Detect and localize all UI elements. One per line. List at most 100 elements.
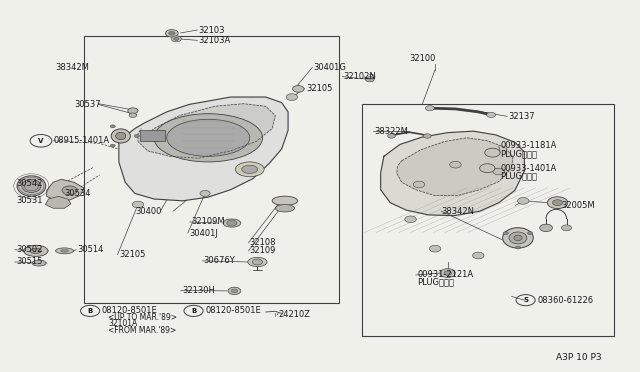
Ellipse shape [24, 245, 48, 256]
Polygon shape [381, 131, 524, 216]
Ellipse shape [509, 232, 527, 244]
Ellipse shape [502, 228, 533, 248]
Circle shape [172, 36, 181, 42]
Polygon shape [119, 97, 288, 201]
Circle shape [479, 164, 495, 173]
Text: 32109M: 32109M [191, 218, 225, 227]
Circle shape [486, 112, 495, 118]
Circle shape [252, 259, 262, 265]
Text: 32101A: 32101A [108, 320, 137, 328]
Text: PLUGプラグ: PLUGプラグ [500, 171, 537, 180]
Polygon shape [45, 196, 71, 208]
Ellipse shape [30, 248, 42, 253]
Bar [362, 105, 614, 336]
Text: <FROM MAR.'89>: <FROM MAR.'89> [108, 326, 176, 335]
Circle shape [450, 161, 461, 168]
Text: 30531: 30531 [16, 196, 42, 205]
Text: 30537: 30537 [74, 100, 100, 109]
Polygon shape [47, 179, 84, 200]
Circle shape [132, 201, 144, 208]
Text: 30515: 30515 [16, 257, 42, 266]
Circle shape [128, 108, 138, 114]
Circle shape [509, 232, 520, 239]
Text: 32102N: 32102N [344, 72, 376, 81]
Text: 32108: 32108 [250, 238, 276, 247]
Circle shape [444, 271, 452, 275]
Text: S: S [523, 297, 528, 303]
Text: B: B [88, 308, 93, 314]
Ellipse shape [61, 250, 68, 252]
Polygon shape [138, 104, 275, 158]
Text: 08915-1401A: 08915-1401A [53, 136, 109, 145]
Ellipse shape [111, 129, 131, 143]
Circle shape [129, 113, 137, 118]
Circle shape [518, 198, 529, 204]
Circle shape [493, 168, 504, 175]
Circle shape [429, 246, 441, 252]
Ellipse shape [272, 196, 298, 205]
Bar [140, 130, 166, 141]
Text: 30400: 30400 [135, 207, 161, 216]
Text: 00931-2121A: 00931-2121A [417, 270, 473, 279]
Text: 32130H: 32130H [182, 286, 215, 295]
Circle shape [134, 135, 140, 137]
Text: 00933-1401A: 00933-1401A [500, 164, 556, 173]
Ellipse shape [56, 248, 74, 254]
Circle shape [169, 32, 175, 35]
Polygon shape [397, 138, 513, 196]
Circle shape [388, 134, 396, 138]
Text: 32109: 32109 [250, 246, 276, 255]
Bar [84, 36, 339, 303]
Text: PLUGプラグ: PLUGプラグ [417, 278, 454, 287]
Circle shape [173, 37, 179, 40]
Text: A3P 10 P3: A3P 10 P3 [556, 353, 602, 362]
Circle shape [166, 30, 178, 37]
Circle shape [228, 287, 241, 295]
Text: PLUGプラグ: PLUGプラグ [500, 149, 537, 158]
Circle shape [110, 144, 115, 147]
Ellipse shape [17, 176, 45, 196]
Ellipse shape [154, 114, 262, 162]
Text: 30676Y: 30676Y [204, 256, 236, 265]
Text: 00933-1181A: 00933-1181A [500, 141, 556, 151]
Ellipse shape [32, 260, 46, 266]
Circle shape [540, 224, 552, 232]
Ellipse shape [248, 257, 267, 267]
Ellipse shape [116, 132, 126, 140]
Text: 32103A: 32103A [198, 36, 231, 45]
Circle shape [426, 106, 435, 111]
Text: 32005M: 32005M [561, 201, 595, 210]
Text: 08360-61226: 08360-61226 [537, 296, 593, 305]
Text: 30502: 30502 [16, 245, 42, 254]
Circle shape [110, 125, 115, 128]
Ellipse shape [167, 119, 250, 156]
Circle shape [503, 232, 508, 235]
Ellipse shape [223, 219, 241, 227]
Ellipse shape [514, 235, 522, 241]
Text: 32105: 32105 [119, 250, 145, 259]
Circle shape [472, 252, 484, 259]
Text: B: B [191, 308, 196, 314]
Text: 38342N: 38342N [442, 207, 474, 216]
Circle shape [405, 216, 416, 222]
Text: 08120-8501E: 08120-8501E [205, 307, 261, 315]
Circle shape [62, 186, 77, 195]
Ellipse shape [242, 165, 258, 173]
Text: V: V [38, 138, 44, 144]
Circle shape [515, 246, 520, 249]
Text: 30534: 30534 [65, 189, 91, 198]
Circle shape [286, 94, 298, 100]
Circle shape [561, 225, 572, 231]
Circle shape [200, 190, 210, 196]
Text: 30401G: 30401G [314, 63, 346, 72]
Ellipse shape [236, 162, 264, 177]
Text: 30514: 30514 [77, 245, 104, 254]
Circle shape [527, 232, 532, 235]
Circle shape [547, 197, 568, 209]
Text: 24210Z: 24210Z [278, 310, 310, 319]
Text: 32105: 32105 [306, 84, 332, 93]
Ellipse shape [22, 180, 41, 192]
Text: 32137: 32137 [508, 112, 535, 121]
Circle shape [365, 77, 374, 82]
Circle shape [484, 148, 500, 157]
